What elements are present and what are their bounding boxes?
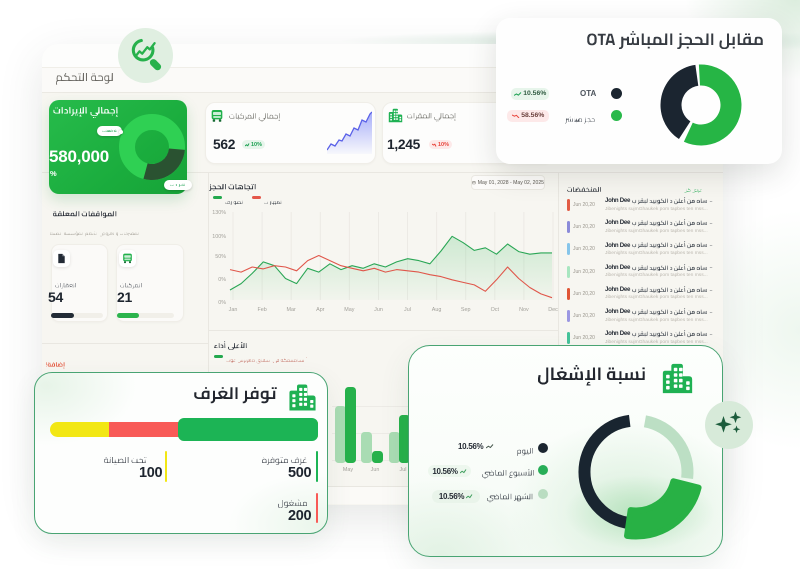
svg-text:Jun: Jun	[374, 307, 383, 313]
svg-text:Oct: Oct	[491, 307, 500, 313]
svg-text:130%: 130%	[212, 210, 226, 216]
svg-text:Feb: Feb	[257, 307, 266, 313]
svg-text:Sep: Sep	[461, 307, 471, 313]
svg-text:Aug: Aug	[432, 307, 442, 313]
svg-text:Mar: Mar	[287, 307, 296, 313]
svg-text:Dec: Dec	[548, 307, 558, 313]
svg-text:May: May	[344, 307, 354, 313]
svg-text:Jul: Jul	[404, 307, 411, 313]
svg-text:Jan: Jan	[229, 307, 238, 313]
svg-text:0%: 0%	[218, 300, 226, 306]
svg-text:Apr: Apr	[316, 307, 325, 313]
svg-text:Nov: Nov	[519, 307, 529, 313]
svg-text:50%: 50%	[215, 254, 226, 260]
svg-text:0%: 0%	[218, 277, 226, 283]
svg-text:100%: 100%	[212, 234, 226, 240]
